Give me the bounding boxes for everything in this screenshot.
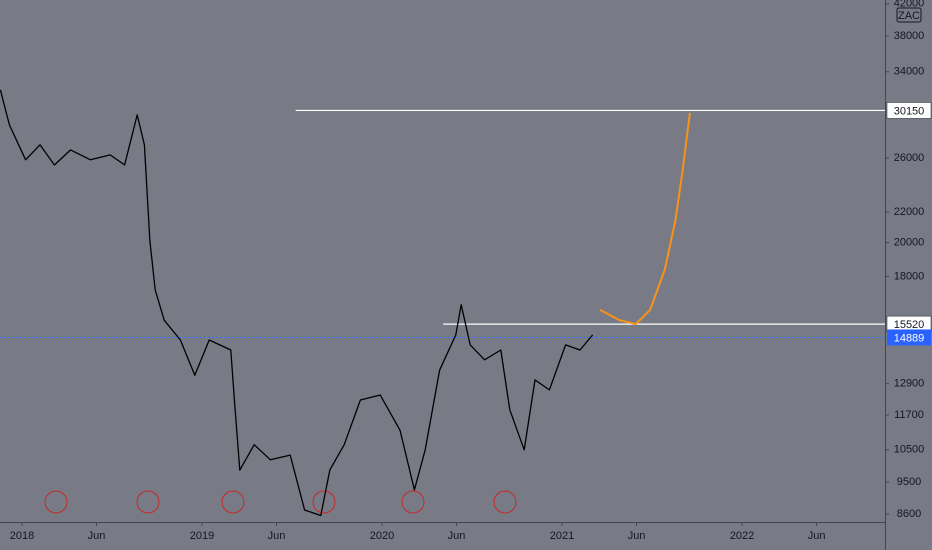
y-tick-label: 18000 — [894, 270, 925, 282]
price-label: 30150 — [894, 105, 925, 117]
x-tick-label: 2021 — [550, 530, 574, 542]
x-tick-label: 2020 — [370, 530, 394, 542]
x-tick-label: 2018 — [10, 530, 34, 542]
y-tick-label: 8600 — [897, 508, 921, 520]
x-tick-label: 2022 — [730, 530, 754, 542]
x-tick-label: Jun — [808, 530, 826, 542]
y-tick-label: 20000 — [894, 236, 925, 248]
x-tick-label: Jun — [88, 530, 106, 542]
price-series — [0, 89, 594, 517]
y-tick-label: 42000 — [894, 0, 925, 10]
y-tick-label: 34000 — [894, 66, 925, 78]
x-tick-label: Jun — [628, 530, 646, 542]
y-tick-label: 12900 — [894, 378, 925, 390]
current-price-label: 14889 — [894, 332, 925, 344]
event-marker — [493, 490, 517, 514]
badge-box — [896, 7, 922, 23]
symbol-badge: ZAC — [898, 10, 920, 22]
event-marker — [221, 490, 245, 514]
event-marker — [44, 490, 68, 514]
y-tick-label: 38000 — [894, 30, 925, 42]
x-tick-label: 2019 — [190, 530, 214, 542]
event-marker — [401, 490, 425, 514]
y-tick-label: 22000 — [894, 206, 925, 218]
x-tick-label: Jun — [448, 530, 466, 542]
y-tick-label: 10500 — [894, 444, 925, 456]
y-tick-label: 9500 — [897, 476, 921, 488]
price-label-box — [886, 102, 932, 119]
event-markers — [44, 490, 517, 514]
x-tick-label: Jun — [268, 530, 286, 542]
event-marker — [136, 490, 160, 514]
event-marker — [312, 490, 336, 514]
y-tick-label: 26000 — [894, 152, 925, 164]
current-price-box — [887, 329, 931, 346]
y-tick-label: 11700 — [894, 409, 924, 421]
price-series — [599, 112, 691, 326]
price-label: 15520 — [894, 319, 925, 331]
